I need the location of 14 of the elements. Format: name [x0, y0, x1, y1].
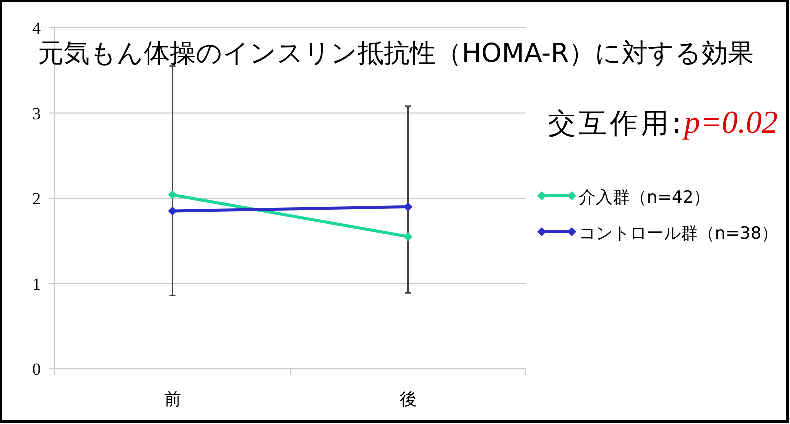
x-tick-label: 前 — [164, 390, 182, 410]
point — [168, 190, 178, 200]
x-tick-label: 後 — [400, 390, 417, 410]
chart-title: 元気もん体操のインスリン抵抗性（HOMA-R）に対する効果 — [38, 39, 754, 69]
y-tick-label: 1 — [32, 274, 41, 294]
legend-label: コントロール群（n=38） — [579, 224, 779, 244]
y-tick-label: 2 — [32, 190, 41, 208]
text: 交互作用: — [548, 107, 684, 140]
legend-label: 介入群（n=42） — [579, 188, 711, 208]
text: p=0.02 — [682, 104, 778, 140]
y-tick-label: 3 — [32, 104, 41, 124]
y-tick-label: 4 — [32, 19, 42, 38]
point — [404, 232, 413, 242]
y-tick-label: 0 — [32, 360, 41, 379]
